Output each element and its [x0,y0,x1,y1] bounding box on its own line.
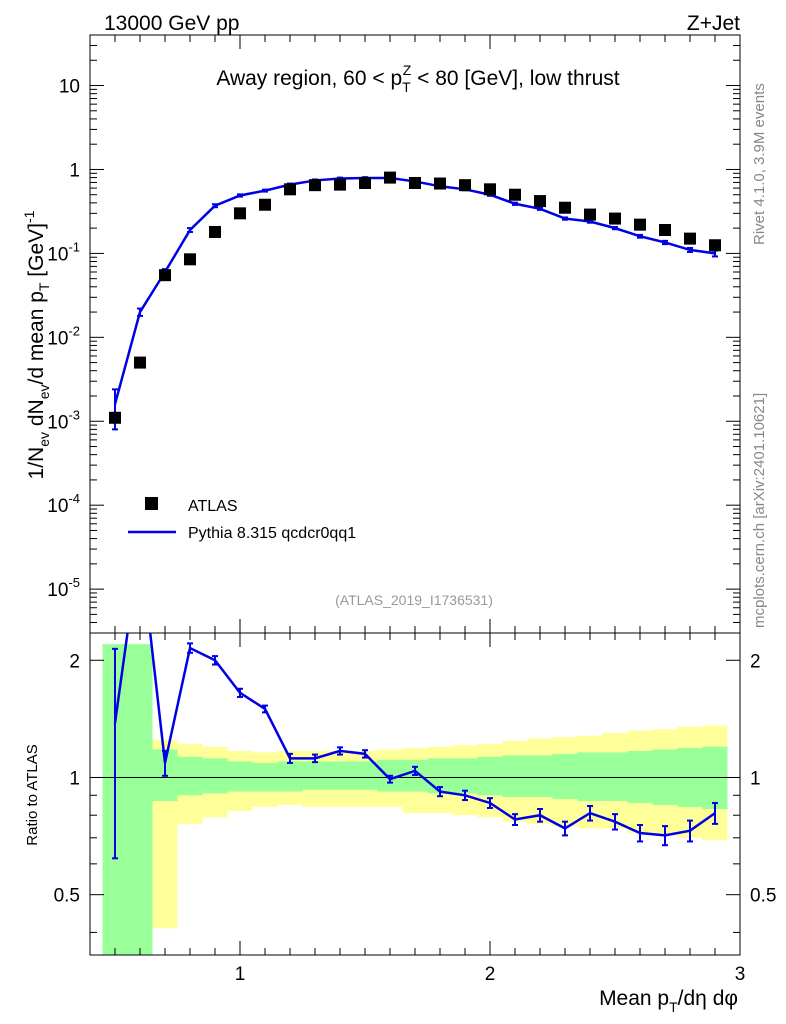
ratio-y-tick-label-right: 0.5 [750,886,776,907]
inner-uncertainty-bin [552,753,578,800]
pythia-curve [113,176,716,405]
atlas-point [109,411,121,424]
ratio-y-tick-label-left: 0.5 [54,886,80,907]
atlas-point [509,188,521,201]
inner-uncertainty-bin [452,758,478,794]
inner-uncertainty-bin [277,761,303,792]
atlas-point [659,223,671,236]
analysis-tag: (ATLAS_2019_I1736531) [335,592,493,608]
mcplots-label: mcplots.cern.ch [arXiv:2401.10621] [751,393,768,628]
inner-uncertainty-bin [227,761,253,792]
atlas-point [134,356,146,369]
energy-label: 13000 GeV pp [104,12,239,35]
x-axis: 1 2 3 [114,35,746,985]
inner-uncertainty-bin [527,755,553,798]
y-tick-label: 10-3 [47,407,80,433]
atlas-point [309,179,321,192]
main-y-axis-label: 1/Nev dNev/d mean pT [GeV]-1 [21,210,52,479]
legend-atlas-marker [145,497,158,510]
process-label: Z+Jet [687,12,740,35]
legend-pythia-label: Pythia 8.315 qcdcr0qq1 [188,525,356,542]
inner-uncertainty-bin [302,761,328,790]
ratio-y-axis-label: Ratio to ATLAS [24,744,41,845]
atlas-point [684,232,696,245]
y-tick-label: 1 [69,160,80,181]
atlas-point [484,183,496,196]
atlas-point [709,239,721,252]
y-tick-label: 10-1 [47,239,80,265]
atlas-point [359,176,371,189]
atlas-point [234,207,246,220]
main-y-axis: 10-5 10-4 10-3 10-2 10-1 1 10 [47,34,740,634]
atlas-point [259,198,271,211]
inner-uncertainty-bin [127,644,153,955]
y-tick-label: 10 [59,77,80,98]
plot-title: Away region, 60 < pTZ < 80 [GeV], low th… [216,62,619,95]
ratio-y-tick-label-left: 1 [69,768,80,789]
inner-uncertainty-bin [327,761,353,790]
y-tick-label: 10-2 [47,323,80,349]
atlas-point [459,179,471,192]
main-plot-frame [89,34,741,634]
ratio-uncertainty-bands [102,644,728,955]
inner-uncertainty-bin [177,756,203,796]
x-axis-label: Mean pT/dη dφ [599,987,738,1015]
y-tick-label: 10-5 [47,575,80,601]
x-tick-label: 2 [485,964,496,985]
inner-uncertainty-bin [577,752,603,802]
ratio-y-tick-label-left: 2 [69,651,80,672]
atlas-point [409,176,421,189]
inner-uncertainty-bin [602,752,628,802]
atlas-point [609,212,621,225]
inner-uncertainty-bin [627,750,653,803]
atlas-point [434,177,446,190]
atlas-point [334,178,346,191]
inner-uncertainty-bin [502,755,528,798]
atlas-point [184,253,196,266]
atlas-point [159,269,171,282]
atlas-point [584,208,596,221]
x-tick-label: 3 [735,964,746,985]
atlas-point [559,201,571,214]
rivet-version-label: Rivet 4.1.0, 3.9M events [751,83,768,245]
atlas-point [284,183,296,196]
atlas-point [209,225,221,238]
atlas-point [534,195,546,208]
pythia-ratio-series [112,633,718,860]
ratio-y-tick-label-right: 2 [750,651,761,672]
y-tick-label: 10-4 [47,491,80,517]
inner-uncertainty-bin [477,756,503,796]
legend: ATLAS Pythia 8.315 qcdcr0qq1 [128,497,356,542]
inner-uncertainty-bin [202,758,228,794]
x-tick-label: 1 [235,964,246,985]
legend-atlas-label: ATLAS [188,498,238,515]
atlas-point [634,218,646,231]
ratio-y-tick-label-right: 1 [750,768,761,789]
pythia-ratio-clipped [112,633,718,860]
inner-uncertainty-bin [352,761,378,790]
atlas-series [109,171,721,424]
atlas-point [384,171,396,184]
pythia-series [112,176,718,431]
